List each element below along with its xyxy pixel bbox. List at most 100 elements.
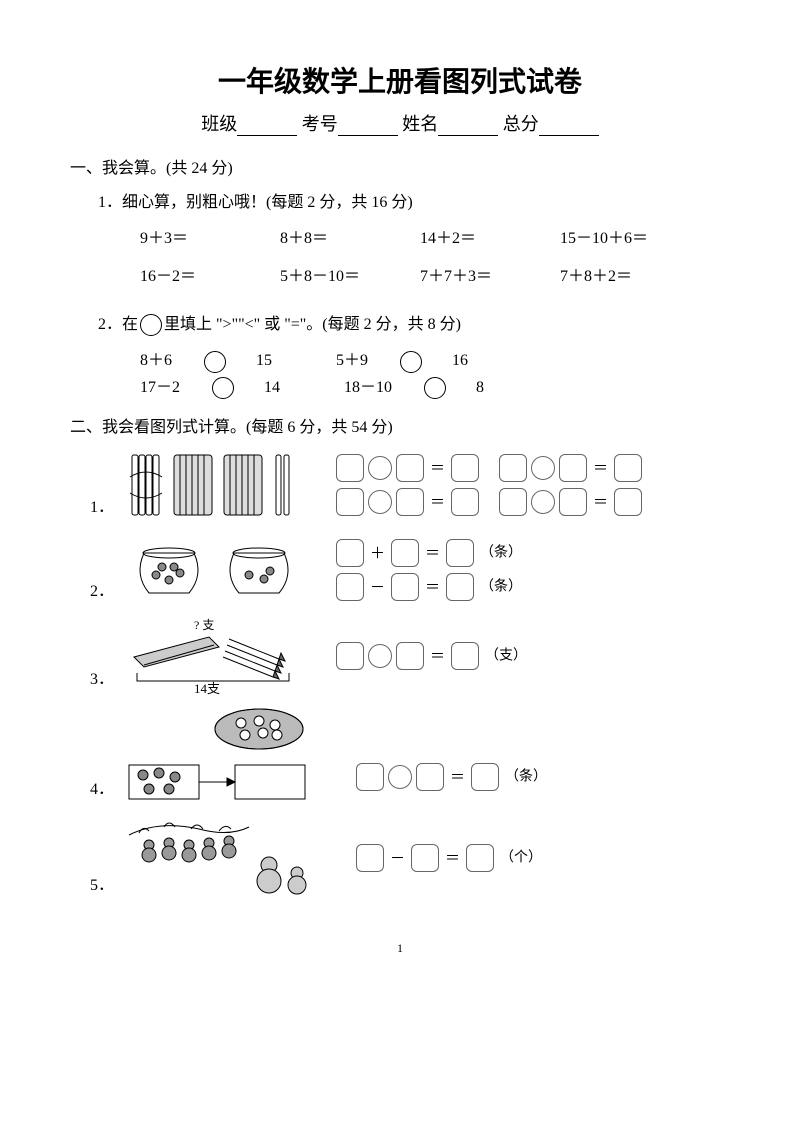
id-label: 考号 xyxy=(302,114,338,134)
answer-box[interactable] xyxy=(499,454,527,482)
sticks-icon xyxy=(124,447,304,523)
class-label: 班级 xyxy=(201,114,237,134)
unit: （条） xyxy=(480,580,522,595)
answer-box[interactable] xyxy=(559,454,587,482)
op-box[interactable] xyxy=(531,456,555,480)
cmp-b: 16 xyxy=(452,352,468,370)
answer-box[interactable] xyxy=(411,844,439,872)
answer-box[interactable] xyxy=(446,573,474,601)
circle-blank[interactable] xyxy=(424,377,446,399)
answer-box[interactable] xyxy=(336,642,364,670)
circle-blank[interactable] xyxy=(212,377,234,399)
q3-bottom-label: 14支 xyxy=(194,681,220,695)
answer-box[interactable] xyxy=(559,488,587,516)
op-box[interactable] xyxy=(368,644,392,668)
cmp-a: 8＋6 xyxy=(140,346,172,370)
calc-item: 7＋8＋2＝ xyxy=(560,262,700,286)
q4-num: 4． xyxy=(90,775,114,805)
answer-box[interactable] xyxy=(446,539,474,567)
unit: （条） xyxy=(480,546,522,561)
s1-p2-post: 里填上 ">""<" 或 "="。(每题 2 分，共 8 分) xyxy=(164,316,461,333)
answer-box[interactable] xyxy=(336,488,364,516)
cmp-b: 8 xyxy=(476,379,484,397)
answer-box[interactable] xyxy=(614,488,642,516)
circle-blank-icon xyxy=(140,314,162,336)
calc-item: 16－2＝ xyxy=(140,262,280,286)
answer-box[interactable] xyxy=(451,488,479,516)
question-1: 1． ＝ ＝ ＝ ＝ xyxy=(90,447,730,523)
q4-image xyxy=(114,705,334,805)
calc-item: 14＋2＝ xyxy=(420,224,560,248)
op-box[interactable] xyxy=(388,765,412,789)
total-label: 总分 xyxy=(503,114,539,134)
op-box[interactable] xyxy=(368,456,392,480)
answer-box[interactable] xyxy=(451,642,479,670)
circle-blank[interactable] xyxy=(204,351,226,373)
minus-op: － xyxy=(370,576,385,597)
answer-box[interactable] xyxy=(396,488,424,516)
cmp-b: 14 xyxy=(264,379,280,397)
cmp-a: 18－10 xyxy=(344,373,392,397)
total-blank[interactable] xyxy=(539,117,599,136)
answer-box[interactable] xyxy=(451,454,479,482)
unit: （条） xyxy=(505,770,547,785)
q3-equations: ＝ （支） xyxy=(314,636,730,676)
answer-box[interactable] xyxy=(336,539,364,567)
equals: ＝ xyxy=(593,491,608,512)
section-1-heading: 一、我会算。(共 24 分) xyxy=(70,154,730,178)
plus-op: ＋ xyxy=(370,542,385,563)
q1-equations: ＝ ＝ ＝ ＝ xyxy=(314,448,730,522)
q1-num: 1． xyxy=(90,493,114,523)
calc-item: 9＋3＝ xyxy=(140,224,280,248)
compare-item: 5＋916 xyxy=(336,346,498,372)
answer-box[interactable] xyxy=(499,488,527,516)
q4-equations: ＝ （条） xyxy=(334,713,730,797)
question-4: 4． ＝ （条） xyxy=(90,705,730,805)
op-box[interactable] xyxy=(531,490,555,514)
compare-item: 18－10 8 xyxy=(344,373,514,399)
equals: ＝ xyxy=(445,847,460,868)
fishbowls-icon xyxy=(124,535,304,605)
cmp-b: 15 xyxy=(256,352,272,370)
gourds-icon xyxy=(119,815,329,901)
answer-box[interactable] xyxy=(391,573,419,601)
answer-box[interactable] xyxy=(391,539,419,567)
name-blank[interactable] xyxy=(438,117,498,136)
minus-op: － xyxy=(390,847,405,868)
q3-image: ? 支 14支 xyxy=(114,617,314,695)
answer-box[interactable] xyxy=(396,454,424,482)
calc-item: 8＋8＝ xyxy=(280,224,420,248)
equals: ＝ xyxy=(430,491,445,512)
op-box[interactable] xyxy=(368,490,392,514)
class-blank[interactable] xyxy=(237,117,297,136)
question-2: 2． ＋＝ （条） －＝ （条） xyxy=(90,533,730,607)
q5-equations: －＝ （个） xyxy=(334,838,730,878)
s1-p1-heading: 1．细心算，别粗心哦！(每题 2 分，共 16 分) xyxy=(98,188,730,212)
calc-grid: 9＋3＝ 8＋8＝ 14＋2＝ 15－10＋6＝ 16－2＝ 5＋8－10＝ 7… xyxy=(140,224,730,300)
circle-blank[interactable] xyxy=(400,351,422,373)
calc-item: 15－10＋6＝ xyxy=(560,224,700,248)
q1-image xyxy=(114,447,314,523)
answer-box[interactable] xyxy=(471,763,499,791)
answer-box[interactable] xyxy=(356,844,384,872)
answer-box[interactable] xyxy=(466,844,494,872)
answer-box[interactable] xyxy=(356,763,384,791)
pencilbox-icon: ? 支 14支 xyxy=(119,617,309,695)
answer-box[interactable] xyxy=(614,454,642,482)
equals: ＝ xyxy=(430,457,445,478)
s1-p2-pre: 2．在 xyxy=(98,316,138,333)
id-blank[interactable] xyxy=(338,117,398,136)
equals: ＝ xyxy=(430,645,445,666)
calc-item: 5＋8－10＝ xyxy=(280,262,420,286)
answer-box[interactable] xyxy=(336,454,364,482)
answer-box[interactable] xyxy=(336,573,364,601)
answer-box[interactable] xyxy=(416,763,444,791)
equals: ＝ xyxy=(425,576,440,597)
answer-box[interactable] xyxy=(396,642,424,670)
q2-num: 2． xyxy=(90,577,114,607)
page-title: 一年级数学上册看图列式试卷 xyxy=(70,60,730,100)
section-2-heading: 二、我会看图列式计算。(每题 6 分，共 54 分) xyxy=(70,413,730,437)
question-3: 3． ? 支 14支 ＝ （支） xyxy=(90,617,730,695)
q3-top-label: ? 支 xyxy=(194,618,214,632)
question-5: 5． －＝ （个） xyxy=(90,815,730,901)
